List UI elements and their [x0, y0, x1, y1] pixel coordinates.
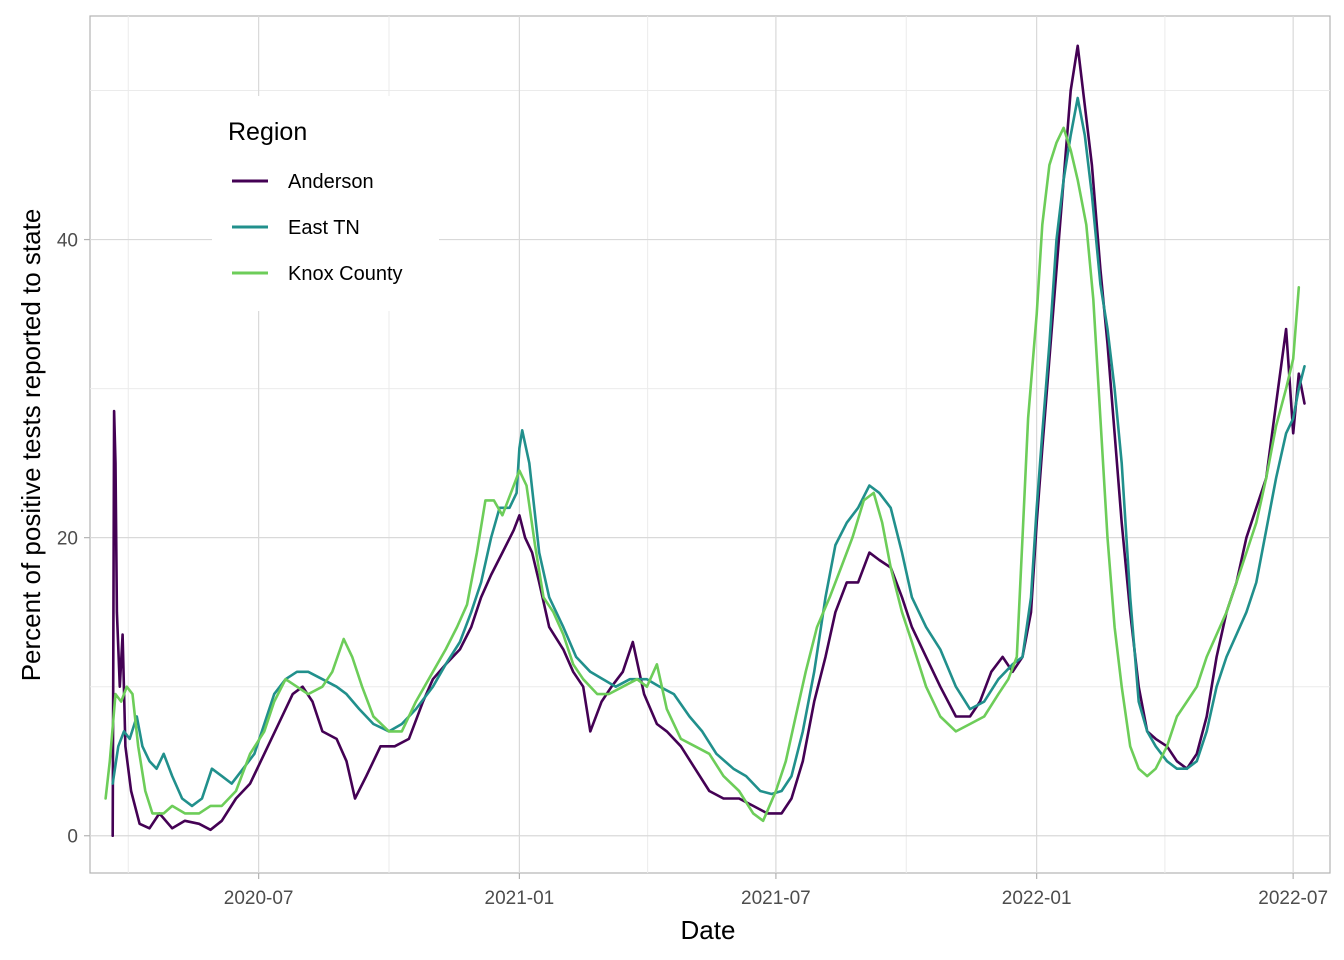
x-axis-title: Date	[681, 915, 736, 945]
x-tick-label: 2021-07	[741, 888, 811, 909]
y-tick-label: 20	[57, 529, 78, 550]
series-lines	[104, 44, 1306, 837]
legend: Region Anderson East TN Knox County	[212, 96, 439, 311]
legend-label-east-tn: East TN	[288, 217, 360, 239]
legend-title: Region	[228, 118, 307, 146]
x-tick-label: 2020-07	[224, 888, 294, 909]
y-tick-label: 0	[67, 827, 78, 848]
y-tick-label: 40	[57, 231, 78, 252]
legend-background	[212, 96, 439, 311]
y-tick-labels: 0 20 40	[57, 231, 90, 848]
y-axis-title: Percent of positive tests reported to st…	[16, 209, 46, 682]
x-tick-label: 2022-01	[1002, 888, 1072, 909]
series-line-anderson	[111, 44, 1306, 837]
x-tick-label: 2021-01	[485, 888, 555, 909]
legend-label-anderson: Anderson	[288, 171, 374, 193]
x-tick-labels: 2020-07 2021-01 2021-07 2022-01 2022-07	[224, 873, 1328, 909]
series-line-east-tn	[111, 96, 1306, 808]
series-line-knox-county	[104, 126, 1301, 823]
legend-label-knox-county: Knox County	[288, 263, 403, 285]
x-tick-label: 2022-07	[1258, 888, 1328, 909]
